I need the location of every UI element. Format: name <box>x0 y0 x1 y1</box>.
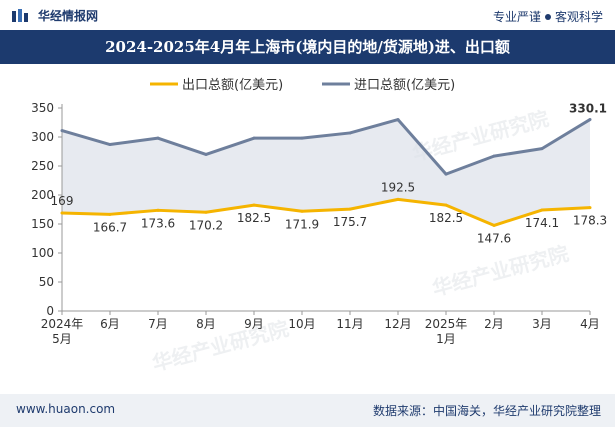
export-data-label: 147.6 <box>477 231 511 245</box>
tagline: 专业严谨 客观科学 <box>493 8 603 25</box>
tagline-a: 专业严谨 <box>492 10 541 24</box>
export-data-label: 192.5 <box>381 180 415 194</box>
export-series-line-point <box>300 209 304 213</box>
x-tick-label: 2024年 <box>41 317 84 331</box>
export-series-line-point <box>108 212 112 216</box>
import-series-line-point <box>588 118 592 122</box>
y-tick-label: 200 <box>31 188 54 202</box>
import-series-line-point <box>396 118 400 122</box>
import-series-line-point <box>156 136 160 140</box>
y-tick-label: 50 <box>39 275 54 289</box>
export-data-label: 171.9 <box>285 217 319 231</box>
legend-label: 出口总额(亿美元) <box>182 78 283 93</box>
x-tick-label: 7月 <box>148 317 168 331</box>
x-tick-label: 11月 <box>336 317 363 331</box>
x-tick-label: 8月 <box>196 317 216 331</box>
export-data-label: 166.7 <box>93 220 127 234</box>
import-series-line-point <box>444 172 448 176</box>
export-series-line-point <box>492 223 496 227</box>
x-tick-label: 5月 <box>52 332 72 346</box>
export-series-line-point <box>60 211 64 215</box>
series-gap-band <box>62 119 590 226</box>
import-series-line-point <box>204 152 208 156</box>
x-tick-label: 4月 <box>580 317 600 331</box>
legend-label: 进口总额(亿美元) <box>354 78 455 93</box>
title-bar: 2024-2025年4月年上海市(境内目的地/货源地)进、出口额 <box>0 30 615 64</box>
y-tick-label: 0 <box>46 304 54 318</box>
y-tick-label: 150 <box>31 217 54 231</box>
y-tick-label: 350 <box>31 101 54 115</box>
import-series-line-point <box>348 131 352 135</box>
x-tick-label: 3月 <box>532 317 552 331</box>
import-series-line <box>61 118 591 176</box>
export-data-label: 175.7 <box>333 215 367 229</box>
x-tick-label: 12月 <box>384 317 411 331</box>
export-series-line <box>61 197 591 227</box>
import-series-line-point <box>540 147 544 151</box>
y-tick-label: 250 <box>31 159 54 173</box>
y-tick-label: 100 <box>31 246 54 260</box>
top-bar: 华经情报网 专业严谨 客观科学 <box>0 0 615 30</box>
import-series-line-point <box>300 136 304 140</box>
y-tick-label: 300 <box>31 130 54 144</box>
export-series-line-point <box>252 203 256 207</box>
export-data-label: 178.3 <box>573 214 607 228</box>
x-tick-label: 6月 <box>100 317 120 331</box>
dot-icon <box>544 14 551 20</box>
import-series-line-point <box>492 154 496 158</box>
x-tick-label: 9月 <box>244 317 264 331</box>
x-tick-label: 2025年 <box>425 317 468 331</box>
export-series-line-point <box>156 208 160 212</box>
export-data-label: 169 <box>51 194 74 208</box>
footer: www.huaon.com 数据来源：中国海关，华经产业研究院整理 <box>0 394 615 427</box>
export-series-line-point <box>348 207 352 211</box>
export-data-label: 170.2 <box>189 218 223 232</box>
export-data-label: 182.5 <box>237 211 271 225</box>
import-series-line-point <box>252 136 256 140</box>
data-source: 数据来源：中国海关，华经产业研究院整理 <box>372 404 601 418</box>
logo-icon <box>12 9 28 22</box>
export-data-label: 182.5 <box>429 211 463 225</box>
x-tick-label: 1月 <box>436 332 456 346</box>
brand-name: 华经情报网 <box>38 9 99 23</box>
x-tick-label: 10月 <box>288 317 315 331</box>
export-series-line-point <box>204 210 208 214</box>
export-data-label: 174.1 <box>525 216 559 230</box>
export-data-label: 173.6 <box>141 216 175 230</box>
chart-title: 2024-2025年4月年上海市(境内目的地/货源地)进、出口额 <box>105 38 510 56</box>
x-tick-label: 2月 <box>484 317 504 331</box>
import-series-line-point <box>108 143 112 147</box>
export-series-line-point <box>588 206 592 210</box>
export-series-line-point <box>396 197 400 201</box>
tagline-b: 客观科学 <box>554 10 603 24</box>
export-series-line-point <box>444 203 448 207</box>
export-series-line-point <box>540 208 544 212</box>
import-series-line-point <box>60 129 64 133</box>
import-data-label: 330.1 <box>569 102 607 116</box>
website-link[interactable]: www.huaon.com <box>16 402 116 416</box>
